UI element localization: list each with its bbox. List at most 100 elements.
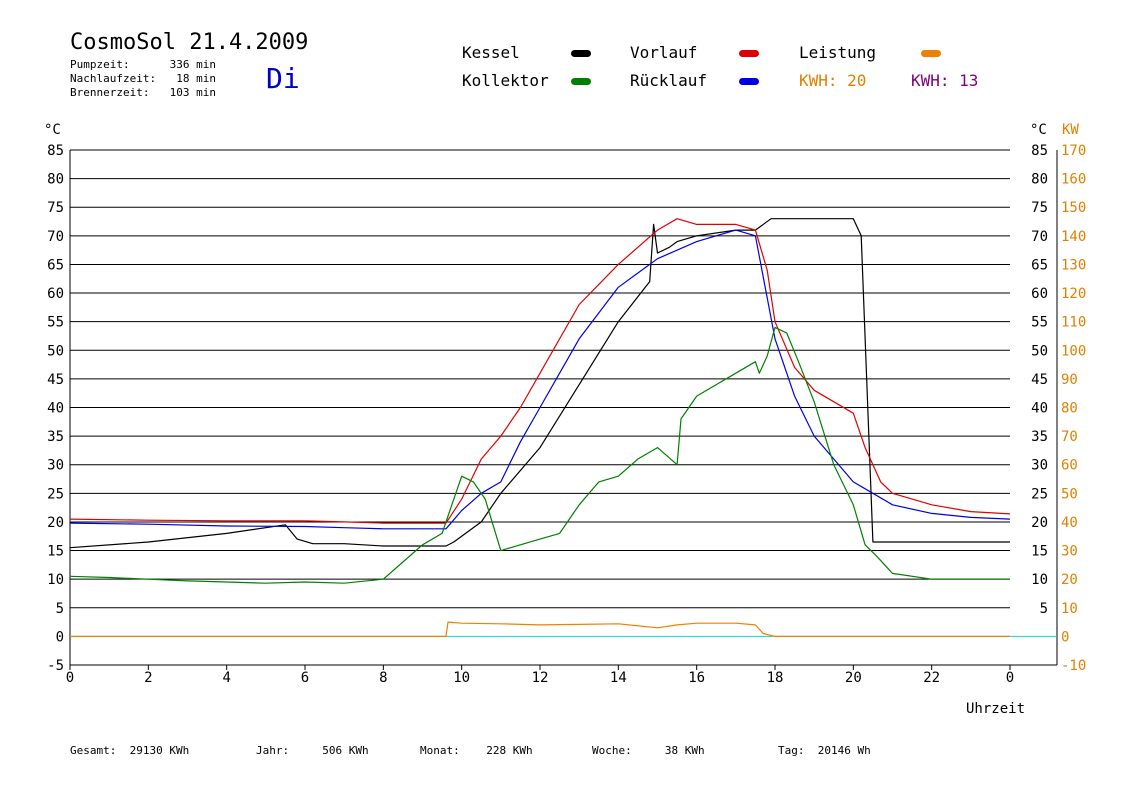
stat-value: 18 min [176, 72, 216, 85]
stat-value: 336 min [169, 58, 216, 71]
y-tick-label-right: 15 [1031, 544, 1048, 560]
y-tick-label-right: 45 [1031, 372, 1048, 388]
kwh-label: KWH: [911, 71, 950, 90]
y-tick-label-right: 60 [1031, 286, 1048, 302]
y-tick-label-right: 30 [1031, 458, 1048, 474]
y-tick-label-right: 35 [1031, 429, 1048, 445]
kwh-value: 13 [959, 71, 979, 90]
y-tick-label-kw: 90 [1061, 372, 1078, 388]
legend-vorlauf-swatch [739, 50, 759, 57]
legend-kollektor-label: Kollektor [462, 71, 549, 90]
legend-ruecklauf-label: Rücklauf [630, 71, 708, 90]
y-tick-label-kw: 140 [1061, 229, 1086, 245]
y-axis-unit-left: °C [44, 122, 61, 138]
footer-value: 29130 KWh [129, 744, 190, 757]
stat-nachlaufzeit: Nachlaufzeit: 18 min [70, 72, 216, 85]
y-tick-label-left: 60 [47, 286, 64, 302]
footer-label: Tag: [778, 744, 805, 757]
tick-labels: -505101520253035404550556065707580855101… [47, 143, 1086, 686]
y-tick-label-right: 50 [1031, 343, 1048, 359]
x-tick-label: 2 [144, 670, 152, 686]
stat-pumpzeit: Pumpzeit: 336 min [70, 58, 216, 71]
y-tick-label-left: -5 [47, 658, 64, 674]
weekday-label: Di [266, 62, 300, 95]
series-vorlauf-line [69, 218, 1011, 524]
footer-value: 20146 Wh [817, 744, 871, 757]
y-tick-label-kw: 60 [1061, 458, 1078, 474]
legend-leistung-label: Leistung [799, 43, 877, 62]
y-tick-label-kw: 10 [1061, 601, 1078, 617]
y-tick-label-left: 65 [47, 257, 64, 273]
series-lines [69, 218, 1011, 638]
footer-tag: Tag: 20146 Wh [778, 744, 871, 757]
y-tick-label-left: 45 [47, 372, 64, 388]
x-tick-label: 18 [767, 670, 784, 686]
x-tick-label: 0 [66, 670, 74, 686]
footer-label: Gesamt: [70, 744, 117, 757]
legend-ruecklauf-swatch [739, 78, 759, 85]
footer-woche: Woche: 38 KWh [592, 744, 705, 757]
y-tick-label-right: 5 [1040, 601, 1048, 617]
stat-brennerzeit: Brennerzeit: 103 min [70, 86, 216, 99]
y-tick-label-right: 55 [1031, 315, 1048, 331]
x-tick-label: 20 [845, 670, 862, 686]
y-tick-label-kw: 120 [1061, 286, 1086, 302]
y-tick-label-right: 80 [1031, 172, 1048, 188]
y-tick-label-left: 55 [47, 315, 64, 331]
footer-value: 38 KWh [664, 744, 705, 757]
footer-gesamt: Gesamt: 29130 KWh [70, 744, 189, 757]
grid [69, 149, 1058, 670]
y-axis-unit-kw: KW [1062, 122, 1079, 138]
x-tick-label: 16 [688, 670, 705, 686]
y-tick-label-kw: 100 [1061, 343, 1086, 359]
y-tick-label-left: 85 [47, 143, 64, 159]
series-rcklauf-line [69, 229, 1011, 530]
y-tick-label-left: 80 [47, 172, 64, 188]
x-tick-label: 12 [532, 670, 549, 686]
kwh-orange: KWH: 20 [799, 71, 866, 90]
y-tick-label-kw: 80 [1061, 401, 1078, 417]
footer-label: Monat: [420, 744, 460, 757]
y-tick-label-kw: 150 [1061, 200, 1086, 216]
y-tick-label-left: 35 [47, 429, 64, 445]
y-tick-label-kw: 0 [1061, 629, 1069, 645]
series-kollektor-line [69, 326, 1010, 584]
y-tick-label-right: 20 [1031, 515, 1048, 531]
y-tick-label-right: 40 [1031, 401, 1048, 417]
y-tick-label-kw: 30 [1061, 544, 1078, 560]
stat-label: Nachlaufzeit: [70, 72, 157, 85]
page-title: CosmoSol 21.4.2009 [70, 30, 309, 55]
y-tick-label-left: 15 [47, 544, 64, 560]
y-tick-label-kw: 110 [1061, 315, 1086, 331]
y-tick-label-left: 75 [47, 200, 64, 216]
legend-kollektor-swatch [571, 78, 591, 85]
legend-kessel-label: Kessel [462, 43, 520, 62]
series-kessel-line [69, 218, 1010, 549]
y-axis-unit-right: °C [1030, 122, 1047, 138]
kwh-label: KWH: [799, 71, 838, 90]
legend-kessel-swatch [571, 50, 591, 57]
footer-value: 506 KWh [322, 744, 369, 757]
y-tick-label-left: 25 [47, 486, 64, 502]
y-tick-label-left: 70 [47, 229, 64, 245]
y-tick-label-left: 20 [47, 515, 64, 531]
stat-label: Pumpzeit: [70, 58, 130, 71]
y-tick-label-left: 10 [47, 572, 64, 588]
footer-label: Woche: [592, 744, 632, 757]
y-tick-label-kw: 20 [1061, 572, 1078, 588]
x-tick-label: 8 [379, 670, 387, 686]
kwh-value: 20 [847, 71, 867, 90]
footer-label: Jahr: [256, 744, 290, 757]
y-tick-label-right: 25 [1031, 486, 1048, 502]
x-axis-label: Uhrzeit [966, 701, 1026, 717]
y-tick-label-kw: 70 [1061, 429, 1078, 445]
y-tick-label-right: 10 [1031, 572, 1048, 588]
y-tick-label-right: 65 [1031, 257, 1048, 273]
y-tick-label-kw: 130 [1061, 257, 1086, 273]
x-tick-label: 22 [923, 670, 940, 686]
series-leistung-line [70, 621, 1010, 638]
x-tick-label: 6 [301, 670, 309, 686]
x-tick-label: 4 [222, 670, 230, 686]
y-tick-label-right: 70 [1031, 229, 1048, 245]
